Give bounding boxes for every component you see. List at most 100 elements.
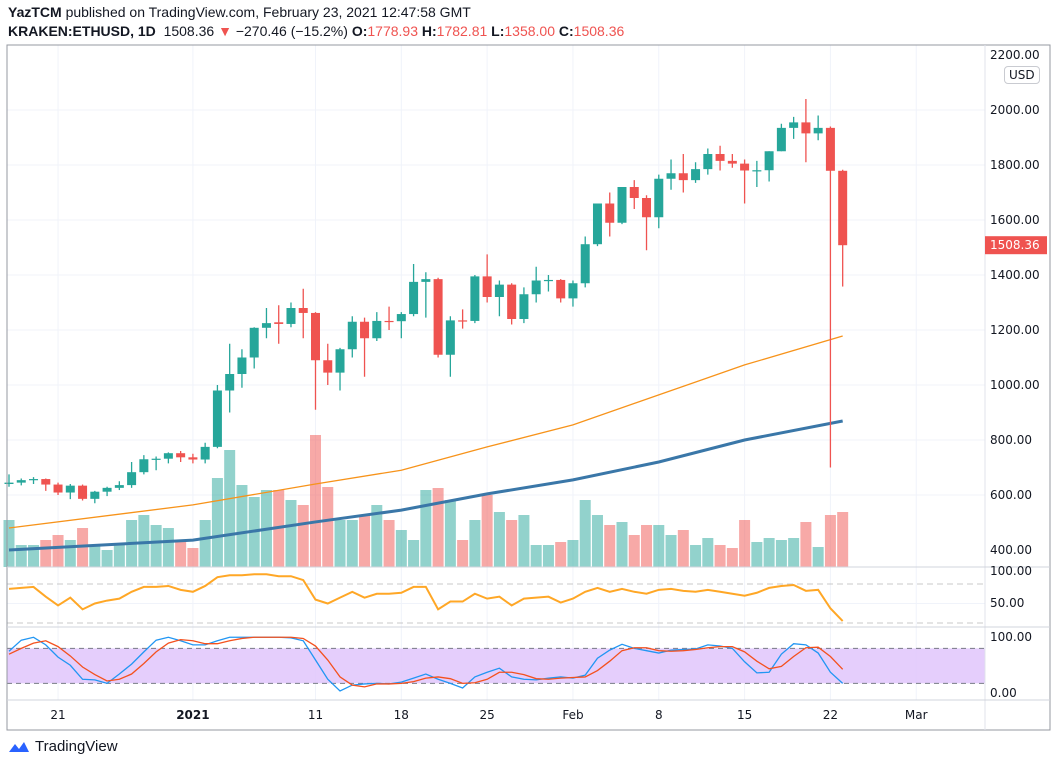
candle	[102, 486, 112, 497]
currency-button[interactable]: USD	[1004, 66, 1040, 84]
candle-body	[776, 127, 786, 152]
candle	[298, 288, 308, 339]
candle	[556, 279, 566, 303]
volume-bar	[555, 542, 567, 567]
volume-bar	[677, 530, 689, 567]
volume-bar	[28, 545, 40, 567]
candle	[225, 343, 235, 413]
candle-body	[740, 163, 750, 171]
volume-bar	[824, 515, 836, 567]
candle-body	[311, 312, 320, 361]
volume-bar	[469, 520, 481, 567]
time-tick-label: Feb	[562, 708, 583, 722]
candle-body	[16, 480, 26, 483]
candle	[114, 481, 124, 491]
volume-bar	[199, 520, 211, 567]
time-tick-label: 25	[479, 708, 494, 722]
candle-body	[494, 284, 504, 297]
candle-body	[458, 320, 468, 322]
candle	[139, 455, 149, 475]
candle	[507, 283, 517, 325]
candle-body	[654, 178, 664, 218]
candle	[384, 306, 394, 330]
candle	[286, 302, 296, 328]
rsi-tick-label: 50.00	[990, 596, 1024, 610]
volume-bar	[530, 545, 542, 567]
volume-bar	[690, 545, 702, 567]
candle-body	[114, 485, 124, 488]
candle	[65, 484, 75, 500]
candle-body	[801, 122, 811, 134]
candle	[421, 272, 431, 318]
candle-body	[225, 374, 235, 391]
volume-bar	[175, 542, 187, 567]
price-change: −270.46 (−15.2%)	[235, 23, 348, 39]
volume-bars	[3, 435, 849, 567]
candle-body	[396, 314, 406, 322]
time-tick-label: 21	[50, 708, 65, 722]
price-tick-label: 1400.00	[990, 268, 1040, 282]
volume-bar	[616, 522, 628, 567]
candle	[458, 309, 468, 329]
time-tick-label: 11	[308, 708, 323, 722]
volume-bar	[751, 542, 763, 567]
candle	[825, 126, 835, 468]
candle-body	[519, 294, 529, 319]
volume-bar	[481, 495, 493, 567]
volume-bar	[714, 545, 726, 567]
volume-bar	[138, 515, 150, 567]
candle-body	[261, 323, 271, 328]
author-name[interactable]: YazTCM	[8, 4, 62, 20]
volume-bar	[187, 548, 199, 567]
price-tick-label: 1000.00	[990, 378, 1040, 392]
candle	[200, 442, 210, 464]
volume-bar	[579, 500, 591, 567]
volume-bar	[371, 505, 383, 567]
candle-body	[274, 322, 284, 324]
candle	[360, 317, 370, 377]
candle	[274, 305, 284, 344]
candle	[212, 385, 222, 449]
volume-bar	[15, 545, 27, 567]
candle	[237, 349, 247, 388]
candle	[703, 148, 713, 175]
candle	[617, 187, 627, 225]
volume-bar	[542, 545, 554, 567]
candle	[691, 162, 701, 183]
candle	[151, 456, 161, 471]
candle	[323, 343, 333, 385]
candle	[4, 474, 14, 487]
candle	[470, 275, 480, 324]
candle	[605, 192, 615, 237]
volume-bar	[812, 547, 824, 567]
candle	[519, 287, 529, 324]
candle-body	[102, 487, 112, 492]
price-tick-label: 1800.00	[990, 158, 1040, 172]
price-tick-label: 2000.00	[990, 103, 1040, 117]
tradingview-logo-icon	[9, 741, 29, 752]
volume-bar	[604, 525, 616, 567]
volume-bar	[346, 520, 358, 567]
volume-bar	[628, 535, 640, 567]
price-tick-label: 1200.00	[990, 323, 1040, 337]
volume-bar	[800, 522, 812, 567]
candle-body	[666, 173, 676, 179]
stoch-k-line	[8, 636, 844, 692]
candle-body	[360, 321, 370, 339]
price-tick-label: 400.00	[990, 543, 1032, 557]
candle-body	[433, 279, 443, 355]
volume-bar	[322, 487, 334, 567]
candle	[409, 264, 419, 317]
stoch-d-line	[8, 636, 844, 688]
candle-body	[347, 321, 357, 350]
candle-body	[605, 203, 615, 223]
candle	[163, 452, 173, 464]
rsi-pane	[7, 573, 985, 624]
candle	[776, 123, 786, 152]
last-price-marker	[985, 236, 1047, 255]
candle-body	[372, 320, 382, 339]
low-label: L:	[491, 23, 505, 39]
tradingview-logo[interactable]: TradingView	[8, 738, 118, 755]
volume-bar	[408, 540, 420, 567]
